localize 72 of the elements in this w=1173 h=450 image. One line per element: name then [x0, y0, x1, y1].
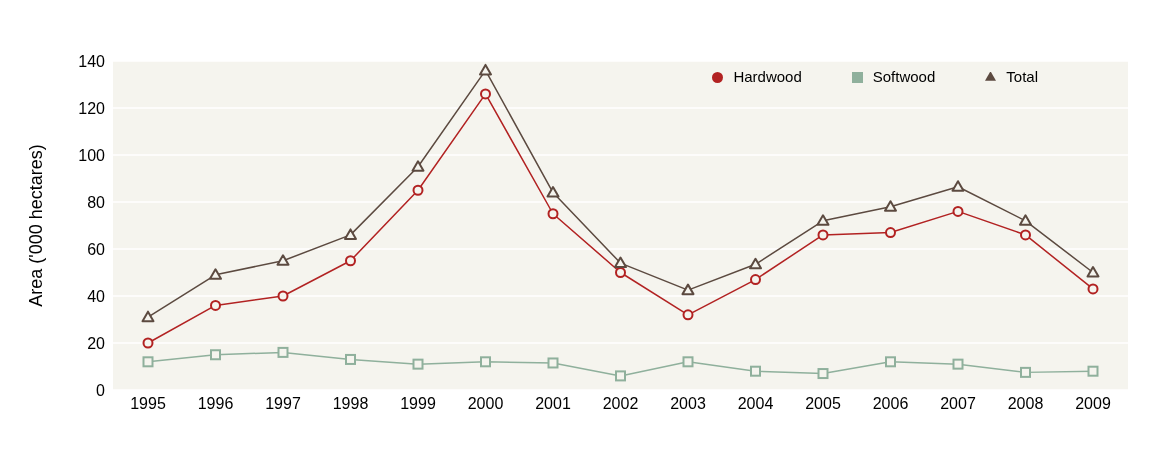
point [547, 357, 559, 369]
y-tick-label: 40 [87, 287, 106, 305]
legend-label: Total [1006, 68, 1038, 85]
point [952, 205, 964, 217]
x-tick-label: 1998 [332, 395, 369, 413]
point [345, 255, 356, 267]
x-tick-label: 2003 [670, 395, 706, 413]
point [547, 208, 559, 220]
point [682, 309, 694, 321]
point [209, 268, 222, 280]
point [411, 160, 425, 172]
x-tick-label: 2002 [602, 395, 639, 413]
point [681, 283, 695, 296]
point [884, 200, 897, 212]
point [1020, 366, 1031, 378]
point [750, 365, 761, 377]
point [480, 88, 491, 100]
x-tick-label: 2009 [1075, 395, 1111, 413]
point [277, 346, 289, 358]
y-tick-label: 0 [96, 381, 106, 399]
x-tick-label: 2008 [1007, 395, 1044, 413]
point [1087, 365, 1099, 377]
point [142, 356, 154, 368]
x-tick-label: 1996 [197, 395, 234, 413]
point [412, 184, 424, 196]
point [277, 290, 289, 302]
point [412, 358, 424, 370]
point [480, 356, 491, 368]
point [615, 267, 626, 278]
y-tick-label: 100 [78, 146, 106, 164]
point [615, 370, 626, 382]
x-tick-label: 1995 [130, 395, 166, 413]
point [1087, 283, 1099, 295]
point [885, 356, 896, 368]
x-tick-label: 1999 [400, 395, 436, 413]
point [816, 214, 830, 226]
legend-label: Hardwood [733, 68, 802, 85]
x-tick-label: 2007 [940, 395, 976, 413]
y-tick-label: 20 [87, 334, 106, 352]
point [210, 349, 221, 361]
point [952, 358, 964, 370]
point [546, 186, 560, 198]
point [817, 368, 829, 380]
point [750, 274, 761, 286]
y-tick-label: 140 [78, 52, 106, 70]
x-tick-label: 2005 [805, 395, 841, 413]
point [951, 180, 965, 192]
point [749, 257, 762, 270]
point [344, 228, 357, 240]
point [1020, 229, 1031, 241]
point [479, 63, 492, 76]
point [345, 353, 356, 365]
point [885, 227, 896, 239]
x-tick-label: 1997 [265, 395, 301, 413]
y-tick-label: 60 [87, 240, 106, 258]
point [276, 254, 290, 266]
y-tick-label: 80 [87, 193, 106, 211]
point [614, 256, 627, 269]
legend-label: Softwood [872, 68, 936, 85]
point [1019, 214, 1032, 226]
point [817, 229, 829, 241]
point [682, 356, 694, 368]
point [141, 310, 155, 323]
x-tick-label: 2000 [467, 395, 504, 413]
x-tick-label: 2004 [737, 395, 774, 413]
point [142, 337, 154, 349]
x-tick-label: 2001 [535, 395, 571, 413]
y-axis-title: Area ('000 hectares) [26, 144, 47, 307]
point [210, 299, 221, 311]
x-tick-label: 2006 [872, 395, 909, 413]
y-tick-label: 120 [78, 99, 106, 117]
point [1086, 266, 1100, 278]
